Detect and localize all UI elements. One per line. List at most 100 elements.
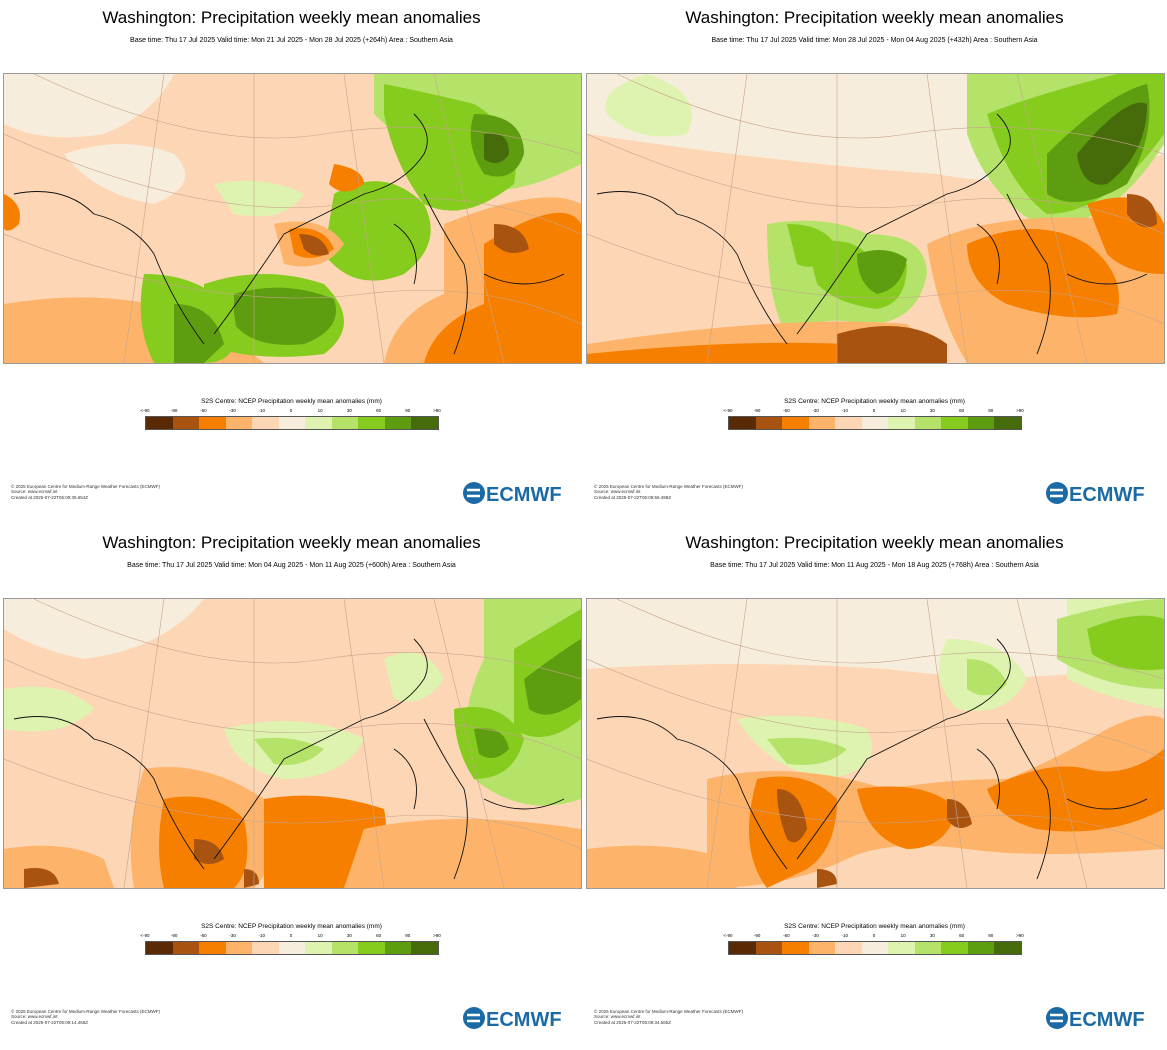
legend-tick: -30: [812, 408, 819, 413]
legend-tick: -10: [258, 408, 266, 413]
legend-tick: 60: [376, 408, 382, 413]
footer-source: Source: www.ecmwf.int: [594, 489, 641, 495]
footer-created: Created at 2025-07-22T05:09:35.654Z: [11, 494, 89, 500]
legend-tick: -90: [170, 408, 178, 413]
map-graphic: [4, 599, 581, 888]
legend-swatch: [305, 417, 332, 429]
legend-swatch: [967, 417, 995, 429]
copyright-footer: © 2025 European Centre for Medium-Range …: [594, 484, 743, 500]
legend-title: S2S Centre: NCEP Precipitation weekly me…: [201, 398, 382, 405]
footer-source: Source: www.ecmwf.int: [11, 489, 58, 495]
legend-swatch: [888, 417, 915, 429]
legend-swatch: [331, 942, 359, 954]
legend-tick: -60: [200, 933, 207, 938]
legend-swatch: [782, 417, 809, 429]
legend-title: S2S Centre: NCEP Precipitation weekly me…: [201, 923, 382, 930]
copyright-footer: © 2025 European Centre for Medium-Range …: [11, 1009, 160, 1025]
legend-bar: [145, 941, 439, 955]
footer-created: Created at 2025-07-22T05:09:14.469Z: [11, 1019, 89, 1025]
ecmwf-logo: ECMWF: [463, 1007, 562, 1030]
legend-tick: -90: [170, 933, 178, 938]
legend-tick: 90: [988, 408, 994, 413]
logo-text: ECMWF: [1069, 1009, 1145, 1030]
footer-copyright: © 2025 European Centre for Medium-Range …: [594, 1009, 744, 1014]
legend-swatch: [172, 417, 200, 429]
legend-swatch: [411, 942, 439, 954]
colour-legend: <-90 -90 -60 -30 -10 0 10 30 60 90 >90: [723, 933, 1024, 955]
legend-swatch: [199, 942, 226, 954]
legend-swatch: [358, 942, 385, 954]
panel-week4: Washington: Precipitation weekly mean an…: [583, 525, 1166, 1050]
anomaly-map: [3, 73, 582, 364]
legend-tick: 60: [959, 408, 965, 413]
panel-subtitle: Base time: Thu 17 Jul 2025 Valid time: M…: [710, 562, 1039, 569]
legend-swatch: [225, 942, 253, 954]
legend-tick: 90: [988, 933, 994, 938]
legend-swatch: [172, 942, 200, 954]
legend-swatch: [994, 417, 1022, 429]
legend-tick: 30: [929, 933, 935, 938]
colour-legend: <-90 -90 -60 -30 -10 0 10 30 60 90 >90: [140, 933, 441, 955]
legend-swatch: [199, 417, 226, 429]
legend-tick: 0: [289, 933, 293, 938]
legend-tick: <-90: [140, 408, 150, 413]
legend-tick: 0: [872, 408, 876, 413]
panel-title: Washington: Precipitation weekly mean an…: [102, 533, 481, 552]
legend-tick: -90: [753, 933, 761, 938]
colour-legend: <-90 -90 -60 -30 -10 0 10 30 60 90 >90: [723, 408, 1024, 430]
ecmwf-logo: ECMWF: [1046, 482, 1145, 505]
legend-swatch: [331, 417, 359, 429]
copyright-footer: © 2025 European Centre for Medium-Range …: [594, 1009, 743, 1025]
map-graphic: [4, 74, 581, 363]
legend-swatch: [252, 942, 279, 954]
legend-bar: [728, 941, 1022, 955]
footer-source: Source: www.ecmwf.int: [594, 1014, 641, 1020]
legend-tick: 10: [317, 408, 323, 413]
logo-text: ECMWF: [486, 484, 562, 505]
legend-swatch: [755, 942, 783, 954]
panel-title: Washington: Precipitation weekly mean an…: [685, 8, 1064, 27]
legend-tick: 30: [929, 408, 935, 413]
panel-week1: Washington: Precipitation weekly mean an…: [0, 0, 583, 525]
legend-swatch: [808, 417, 836, 429]
legend-swatch: [411, 417, 439, 429]
legend-swatch: [782, 942, 809, 954]
legend-swatch: [861, 942, 889, 954]
legend-ticks: <-90 -90 -60 -30 -10 0 10 30 60 90 >90: [140, 933, 440, 939]
legend-swatch: [835, 942, 862, 954]
legend-tick: 0: [872, 933, 876, 938]
legend-tick: >90: [1016, 408, 1024, 413]
legend-swatch: [941, 417, 968, 429]
legend-swatch: [146, 417, 173, 429]
panel-title: Washington: Precipitation weekly mean an…: [102, 8, 481, 27]
legend-tick: <-90: [723, 408, 733, 413]
legend-tick: 30: [346, 408, 352, 413]
legend-bar: [145, 416, 439, 430]
legend-bar: [728, 416, 1022, 430]
legend-tick: >90: [1016, 933, 1024, 938]
legend-swatch: [914, 942, 942, 954]
legend-tick: -30: [812, 933, 819, 938]
legend-swatch: [729, 942, 756, 954]
legend-tick: -60: [783, 408, 790, 413]
ecmwf-logo: ECMWF: [1046, 1007, 1145, 1030]
legend-tick: 90: [405, 933, 411, 938]
legend-tick: -30: [229, 408, 236, 413]
legend-swatch: [835, 417, 862, 429]
panel-week3: Washington: Precipitation weekly mean an…: [0, 525, 583, 1050]
panel-subtitle: Base time: Thu 17 Jul 2025 Valid time: M…: [711, 37, 1038, 44]
legend-tick: -10: [841, 408, 849, 413]
legend-ticks: <-90 -90 -60 -30 -10 0 10 30 60 90 >90: [140, 408, 440, 414]
legend-tick: -90: [753, 408, 761, 413]
panel-week2: Washington: Precipitation weekly mean an…: [583, 0, 1166, 525]
legend-tick: 10: [900, 408, 906, 413]
legend-ticks: <-90 -90 -60 -30 -10 0 10 30 60 90 >90: [723, 408, 1023, 414]
logo-text: ECMWF: [1069, 484, 1145, 505]
legend-swatch: [384, 417, 412, 429]
legend-tick: >90: [433, 408, 441, 413]
legend-tick: -30: [229, 933, 236, 938]
anomaly-map: [586, 73, 1165, 364]
legend-swatch: [808, 942, 836, 954]
legend-swatch: [755, 417, 783, 429]
legend-tick: -10: [841, 933, 849, 938]
